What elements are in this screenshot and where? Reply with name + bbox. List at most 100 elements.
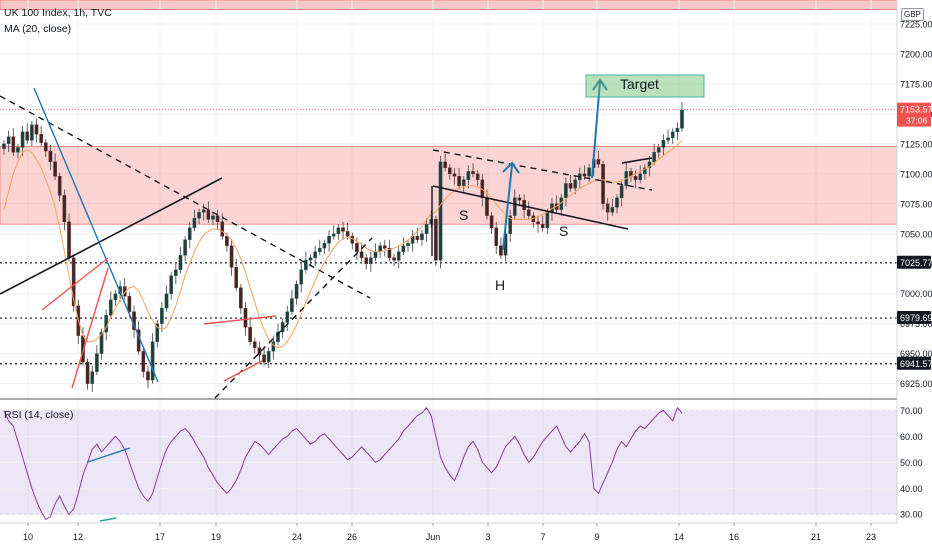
- price-label-value: 7025.77: [900, 258, 932, 268]
- candle-body: [508, 215, 512, 234]
- candle-body: [155, 323, 160, 342]
- price-tick-label: 7075.00: [900, 199, 932, 209]
- candle: [90, 365, 95, 393]
- candle-body: [675, 128, 680, 133]
- candle-body: [438, 161, 443, 261]
- candle-body: [424, 223, 429, 234]
- candle-body: [601, 164, 605, 204]
- candle: [6, 130, 11, 153]
- time-tick-label: 9: [594, 532, 599, 542]
- price-tick-label: 7225.00: [900, 19, 932, 29]
- candle: [471, 163, 475, 178]
- candle: [322, 239, 327, 255]
- candle-body: [461, 179, 466, 187]
- candle-body: [401, 245, 406, 252]
- candle: [359, 243, 364, 262]
- candle: [443, 153, 447, 172]
- candle-body: [317, 247, 322, 252]
- candle-body: [192, 217, 197, 228]
- price-tick-label: 6950.00: [900, 349, 932, 359]
- candle: [415, 227, 420, 244]
- candle: [350, 232, 355, 250]
- candle-body: [34, 124, 39, 135]
- candle-body: [201, 209, 206, 213]
- symbol-legend[interactable]: UK 100 Index, 1h, TVC: [4, 7, 112, 19]
- candles: [2, 101, 684, 393]
- candle: [364, 254, 369, 270]
- price-label-box: [897, 102, 931, 127]
- candle-body: [327, 235, 331, 244]
- candle: [675, 122, 680, 141]
- price-label-value: 6941.57: [900, 359, 932, 369]
- candle: [489, 212, 494, 234]
- candle: [605, 197, 610, 221]
- candle: [76, 299, 81, 345]
- candle-body: [141, 351, 146, 372]
- target-label: Target: [620, 76, 659, 92]
- candle-body: [396, 251, 401, 261]
- candle: [526, 201, 531, 220]
- candle-body: [71, 257, 76, 306]
- candle: [392, 254, 396, 267]
- time-tick-label: 3: [485, 532, 490, 542]
- candle-body: [322, 243, 327, 249]
- candle-body: [420, 233, 424, 240]
- candle-body: [656, 147, 661, 153]
- candle: [294, 280, 299, 305]
- candle-body: [48, 150, 53, 163]
- resistance-zone: [0, 145, 898, 225]
- currency-badge[interactable]: GBP: [901, 8, 924, 21]
- head-label: H: [495, 277, 505, 293]
- candle: [150, 333, 155, 384]
- candle-body: [475, 173, 480, 181]
- time-tick-label: 24: [292, 532, 302, 542]
- candle-body: [643, 167, 647, 175]
- candle: [568, 175, 573, 192]
- candle: [656, 143, 661, 159]
- blue-arrow-head: [502, 161, 520, 174]
- candle-body: [336, 227, 341, 234]
- rsi-legend[interactable]: RSI (14, close): [4, 409, 74, 421]
- rsi-tick-label: 60.00: [900, 432, 923, 442]
- candle: [11, 128, 16, 156]
- candle: [610, 199, 615, 216]
- candle-body: [596, 159, 601, 165]
- candle-body: [2, 143, 6, 149]
- candle-body: [206, 209, 211, 220]
- candle: [85, 358, 90, 390]
- candle: [317, 239, 322, 256]
- blue-arrow: [502, 164, 513, 251]
- candle-body: [540, 223, 545, 228]
- price-label-value: 6979.69: [900, 313, 932, 323]
- candle-body: [355, 243, 359, 252]
- ma-legend[interactable]: MA (20, close): [4, 23, 72, 35]
- candle: [499, 237, 503, 259]
- candle: [615, 194, 619, 214]
- candle: [234, 258, 238, 292]
- candle: [401, 237, 406, 256]
- candle: [53, 153, 57, 180]
- shoulder-label: S: [559, 223, 568, 239]
- rsi-tick-label: 30.00: [900, 510, 923, 520]
- candle: [285, 305, 290, 331]
- rsi-tick-label: 70.00: [900, 406, 923, 416]
- candle: [661, 134, 666, 156]
- candle: [313, 245, 317, 267]
- candle: [494, 221, 499, 255]
- price-tick-label: 7200.00: [900, 49, 932, 59]
- candle-body: [680, 110, 684, 129]
- candle-body: [513, 197, 517, 216]
- price-tick-label: 7175.00: [900, 79, 932, 89]
- candle-body: [341, 227, 345, 232]
- candle-body: [164, 293, 169, 309]
- candle: [369, 251, 373, 273]
- candle: [643, 164, 647, 180]
- candle: [122, 278, 127, 300]
- candle-body: [633, 176, 638, 181]
- candle: [39, 125, 43, 147]
- short-trendline: [621, 157, 653, 164]
- price-tick-label: 6975.00: [900, 319, 932, 329]
- candle: [680, 101, 684, 132]
